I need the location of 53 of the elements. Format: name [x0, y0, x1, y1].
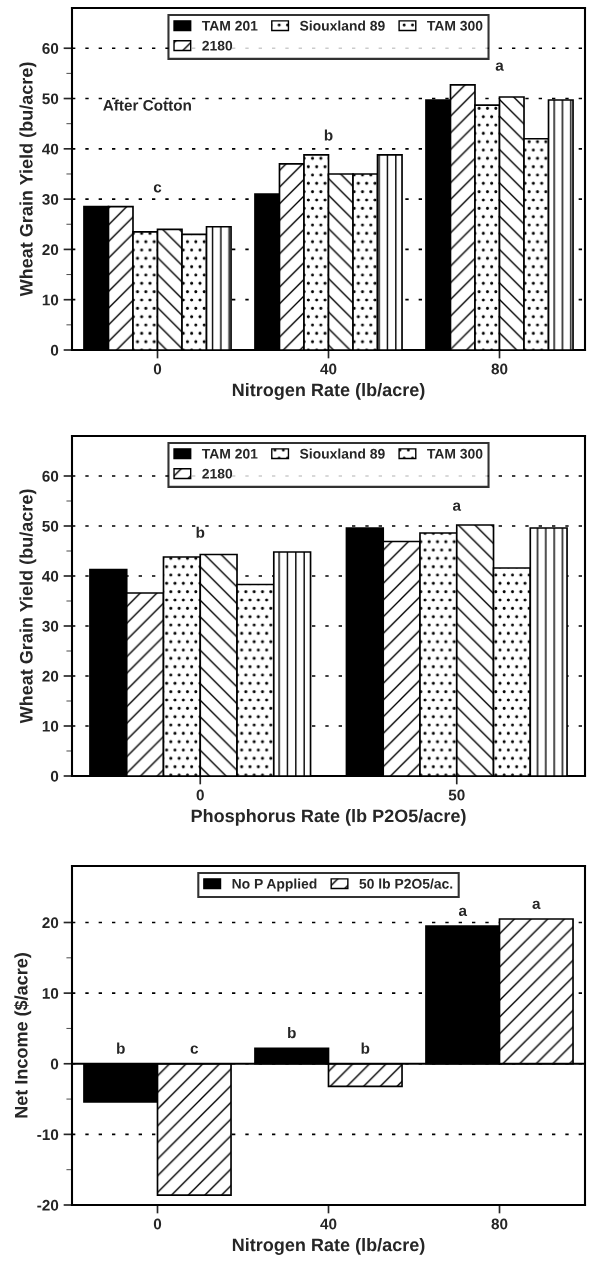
x-tick-label: 0: [153, 1218, 162, 1230]
y-tick-label: 10: [42, 294, 59, 306]
y-tick-label: 0: [50, 1058, 59, 1070]
annotation: a: [452, 502, 462, 511]
annotation: c: [153, 184, 162, 193]
y-tick-label: 10: [42, 987, 59, 999]
x-axis-title: Nitrogen Rate (lb/acre): [232, 382, 425, 400]
y-tick-label: 60: [42, 470, 59, 482]
legend-label: Siouxland 89: [299, 448, 385, 459]
y-tick-label: 30: [42, 620, 59, 632]
y-tick-label: -20: [37, 1199, 59, 1211]
y-axis-title: Wheat Grain Yield (bu/acre): [19, 489, 37, 724]
y-tick-label: -10: [37, 1129, 59, 1141]
y-tick-label: 0: [50, 770, 59, 782]
data-label: a: [458, 907, 468, 917]
legend-label: TAM 300: [427, 448, 483, 459]
y-tick-label: 40: [42, 143, 59, 155]
y-tick-label: 0: [50, 344, 59, 356]
x-tick-label: 40: [320, 363, 337, 375]
x-axis-title: Nitrogen Rate (lb/acre): [232, 1237, 425, 1255]
y-tick-label: 20: [42, 917, 59, 929]
y-axis-title: Wheat Grain Yield (bu/acre): [19, 62, 37, 297]
data-label: a: [532, 900, 541, 909]
y-tick-label: 20: [42, 670, 59, 682]
annotation: b: [324, 129, 333, 141]
y-axis-title: Net Income ($/acre): [14, 953, 32, 1118]
legend-label: 50 lb P2O5/ac.: [359, 878, 453, 889]
legend-label: 2180: [202, 40, 233, 51]
annotation: After Cotton: [103, 99, 191, 111]
legend-label: No P Applied: [232, 878, 317, 892]
legend-label: Siouxland 89: [299, 20, 385, 31]
y-tick-label: 50: [42, 93, 59, 105]
y-tick-label: 30: [42, 193, 59, 205]
data-label: c: [190, 1045, 199, 1054]
data-label: b: [361, 1042, 370, 1054]
x-tick-label: 40: [320, 1218, 337, 1230]
y-tick-label: 50: [42, 520, 59, 532]
legend-label: TAM 201: [201, 20, 258, 31]
x-tick-label: 80: [491, 1218, 508, 1230]
y-tick-label: 40: [42, 570, 59, 582]
legend-label: TAM 201: [201, 448, 258, 459]
y-tick-label: 60: [42, 43, 59, 54]
data-label: b: [288, 1027, 296, 1039]
data-label: b: [117, 1042, 125, 1054]
legend-label: TAM 300: [427, 20, 483, 31]
y-tick-label: 10: [42, 720, 59, 732]
x-axis-title: Phosphorus Rate (lb P2O5/acre): [191, 808, 466, 826]
x-tick-label: 80: [491, 363, 508, 375]
annotation: b: [196, 526, 205, 538]
legend-label: 2180: [202, 468, 233, 479]
y-tick-label: 20: [42, 244, 59, 256]
x-tick-label: 0: [153, 363, 162, 375]
annotation: a: [495, 62, 504, 71]
